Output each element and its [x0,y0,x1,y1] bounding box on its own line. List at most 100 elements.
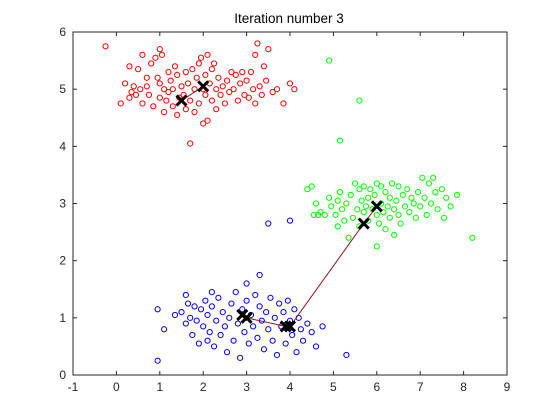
data-point [438,186,445,193]
data-point [241,91,248,98]
data-point [397,220,404,227]
data-point [223,349,231,356]
data-point [154,306,161,313]
data-point [158,51,166,58]
x-tick-label: 5 [330,380,337,394]
data-point [128,88,135,96]
data-point [469,234,476,241]
centroid-marker-stroke [279,320,292,333]
data-point [395,183,402,190]
data-point [273,86,281,93]
data-point [304,186,311,193]
data-point [284,297,291,304]
x-tick-label: 6 [373,380,380,394]
data-point [161,108,168,116]
data-point [247,68,255,76]
data-point [243,280,250,287]
data-point [404,186,411,193]
data-point [234,97,242,104]
data-point [343,200,350,207]
data-point [135,66,142,73]
data-point [250,86,257,93]
data-point [304,320,311,327]
data-point [208,97,215,104]
data-point [154,357,161,364]
data-point [217,91,224,98]
data-point [169,86,176,93]
x-tick-label: 9 [504,380,511,394]
data-point [130,83,137,90]
y-tick-label: 2 [59,254,66,268]
data-point [271,314,278,321]
data-point [241,329,248,336]
data-point [213,106,220,113]
data-point [289,331,296,339]
data-point [395,211,402,219]
data-point [336,137,344,144]
data-point [236,354,244,361]
data-point [102,43,109,50]
data-point [273,351,281,359]
data-point [293,349,300,356]
x-tick-label: 4 [287,380,294,394]
data-point [282,340,289,347]
data-point [171,63,179,70]
data-point [226,314,233,321]
data-point [399,191,406,199]
data-point [356,186,363,193]
data-point [184,80,192,87]
data-point [148,60,155,67]
data-point [406,208,413,216]
centroid-marker [236,308,249,322]
data-point [139,100,146,107]
data-point [167,77,174,84]
data-point [310,211,317,219]
data-point [375,220,383,227]
data-point [443,194,450,201]
data-point [202,297,209,304]
data-point [232,71,239,78]
data-point [401,203,409,210]
data-point [221,100,228,107]
x-tick-label: 8 [460,380,467,394]
x-tick-label: 2 [200,380,207,394]
x-tick-label: 7 [417,380,424,394]
data-point [182,291,189,299]
data-point [312,200,320,207]
data-point [204,117,211,124]
data-point [243,297,250,304]
data-point [382,188,389,196]
data-point [161,86,168,93]
data-point [269,88,276,96]
data-point [410,200,417,207]
data-point [202,71,209,78]
data-point [291,86,298,93]
data-point [263,309,270,316]
data-point [386,214,393,221]
data-point [354,206,361,213]
data-point [393,197,400,204]
data-point [280,100,287,107]
data-point [189,66,196,73]
data-point [232,289,239,296]
centroid-marker [283,320,297,333]
data-point [432,188,439,196]
data-point [267,294,274,301]
data-point [230,337,237,344]
data-point [143,83,150,90]
chart-title: Iteration number 3 [234,11,344,26]
data-point [178,309,185,316]
data-point [338,206,346,213]
data-point [388,180,396,187]
data-point [154,74,161,81]
data-point [256,303,263,310]
centroid-marker [197,80,210,93]
data-point [204,311,211,319]
data-point [228,68,235,76]
data-point [425,180,432,187]
data-point [174,111,181,118]
data-point [382,226,389,233]
data-point [230,86,237,93]
data-point [152,54,159,61]
